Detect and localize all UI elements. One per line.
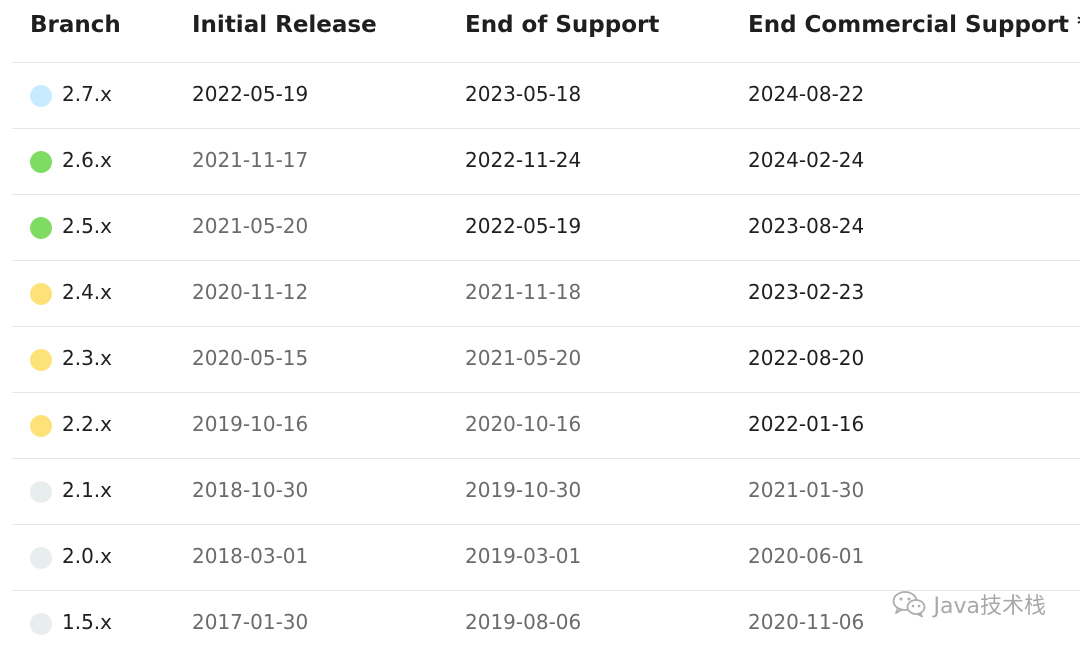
status-dot <box>30 349 52 371</box>
table-row: 2.7.x 2022-05-19 2023-05-18 2024-08-22 <box>12 63 1080 129</box>
table-row: 2.5.x 2021-05-20 2022-05-19 2023-08-24 <box>12 195 1080 261</box>
end-commercial-support-cell: 2023-08-24 <box>748 214 865 238</box>
end-of-support-cell: 2021-11-18 <box>465 280 582 304</box>
end-of-support-cell: 2023-05-18 <box>465 82 582 106</box>
end-of-support-cell: 2019-10-30 <box>465 478 582 502</box>
table-row: 1.5.x 2017-01-30 2019-08-06 2020-11-06 <box>12 591 1080 656</box>
status-dot <box>30 85 52 107</box>
branch-cell: 2.3.x <box>62 346 112 370</box>
branch-cell: 2.7.x <box>62 82 112 106</box>
branch-cell: 1.5.x <box>62 610 112 634</box>
end-commercial-support-cell: 2023-02-23 <box>748 280 865 304</box>
end-of-support-cell: 2019-03-01 <box>465 544 582 568</box>
initial-release-cell: 2018-03-01 <box>192 544 309 568</box>
status-dot <box>30 613 52 635</box>
initial-release-cell: 2018-10-30 <box>192 478 309 502</box>
table-row: 2.0.x 2018-03-01 2019-03-01 2020-06-01 <box>12 525 1080 591</box>
initial-release-cell: 2022-05-19 <box>192 82 309 106</box>
table-row: 2.2.x 2019-10-16 2020-10-16 2022-01-16 <box>12 393 1080 459</box>
branch-cell: 2.5.x <box>62 214 112 238</box>
status-dot <box>30 151 52 173</box>
initial-release-cell: 2020-11-12 <box>192 280 309 304</box>
end-commercial-support-cell: 2020-06-01 <box>748 544 865 568</box>
initial-release-cell: 2020-05-15 <box>192 346 309 370</box>
header-initial-release: Initial Release <box>192 12 377 38</box>
status-dot <box>30 415 52 437</box>
table-row: 2.3.x 2020-05-15 2021-05-20 2022-08-20 <box>12 327 1080 393</box>
status-dot <box>30 283 52 305</box>
branch-cell: 2.1.x <box>62 478 112 502</box>
table-row: 2.1.x 2018-10-30 2019-10-30 2021-01-30 <box>12 459 1080 525</box>
status-dot <box>30 217 52 239</box>
watermark-text: Java技术栈 <box>933 594 1046 619</box>
end-of-support-cell: 2019-08-06 <box>465 610 582 634</box>
initial-release-cell: 2021-05-20 <box>192 214 309 238</box>
initial-release-cell: 2017-01-30 <box>192 610 309 634</box>
header-end-commercial-support: End Commercial Support * <box>748 12 1080 38</box>
end-commercial-support-cell: 2022-01-16 <box>748 412 865 436</box>
end-commercial-support-cell: 2022-08-20 <box>748 346 865 370</box>
status-dot <box>30 481 52 503</box>
table-header: Branch Initial Release End of Support En… <box>12 0 1080 63</box>
end-commercial-support-cell: 2024-02-24 <box>748 148 865 172</box>
end-commercial-support-cell: 2021-01-30 <box>748 478 865 502</box>
end-of-support-cell: 2021-05-20 <box>465 346 582 370</box>
table-row: 2.6.x 2021-11-17 2022-11-24 2024-02-24 <box>12 129 1080 195</box>
watermark: Java技术栈 <box>892 588 1046 620</box>
table-row: 2.4.x 2020-11-12 2021-11-18 2023-02-23 <box>12 261 1080 327</box>
end-commercial-support-cell: 2024-08-22 <box>748 82 865 106</box>
branch-cell: 2.2.x <box>62 412 112 436</box>
wechat-icon <box>892 590 926 618</box>
initial-release-cell: 2019-10-16 <box>192 412 309 436</box>
end-of-support-cell: 2020-10-16 <box>465 412 582 436</box>
end-of-support-cell: 2022-05-19 <box>465 214 582 238</box>
header-end-of-support: End of Support <box>465 12 660 38</box>
branch-cell: 2.6.x <box>62 148 112 172</box>
branch-cell: 2.4.x <box>62 280 112 304</box>
end-of-support-cell: 2022-11-24 <box>465 148 582 172</box>
support-table: Branch Initial Release End of Support En… <box>12 0 1080 656</box>
end-commercial-support-cell: 2020-11-06 <box>748 610 865 634</box>
status-dot <box>30 547 52 569</box>
header-branch: Branch <box>30 12 121 38</box>
branch-cell: 2.0.x <box>62 544 112 568</box>
initial-release-cell: 2021-11-17 <box>192 148 309 172</box>
